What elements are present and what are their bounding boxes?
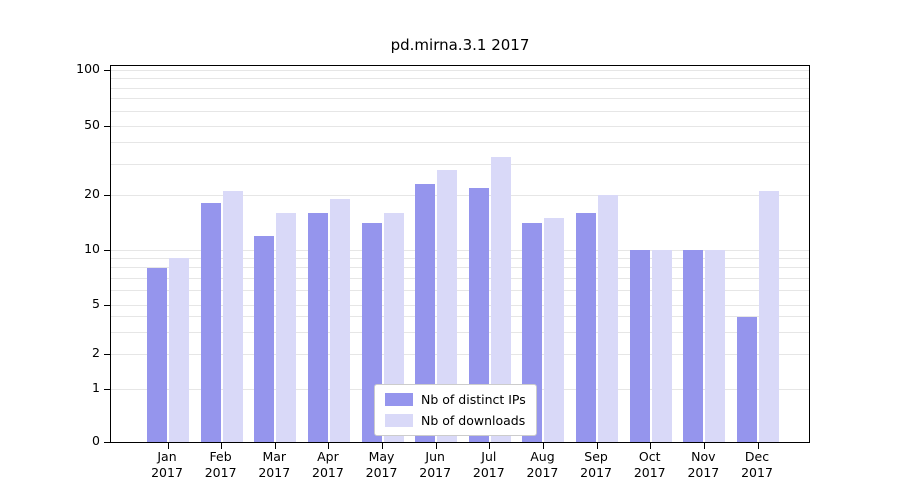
legend: Nb of distinct IPs Nb of downloads xyxy=(374,384,537,436)
x-axis-label: Feb 2017 xyxy=(204,449,237,480)
x-axis-tick xyxy=(757,443,759,449)
y-axis-tick xyxy=(104,69,110,71)
x-axis-label: Oct 2017 xyxy=(633,449,666,480)
y-axis-label: 20 xyxy=(84,186,100,201)
gridline xyxy=(111,78,809,80)
bar-distinct-ips xyxy=(307,212,328,442)
bar-distinct-ips xyxy=(415,184,436,442)
bar-downloads xyxy=(329,199,350,442)
x-axis-label: Sep 2017 xyxy=(580,449,612,480)
x-axis-tick xyxy=(274,443,276,449)
bar-distinct-ips xyxy=(254,235,275,442)
y-axis-tick xyxy=(104,441,110,443)
legend-item-distinct-ips: Nb of distinct IPs xyxy=(385,392,526,407)
gridline xyxy=(111,290,809,292)
bar-downloads xyxy=(276,212,297,442)
gridline xyxy=(111,277,809,279)
chart-title: pd.mirna.3.1 2017 xyxy=(390,36,530,54)
x-axis-tick xyxy=(167,443,169,449)
plot-area: Nb of distinct IPs Nb of downloads xyxy=(104,65,810,449)
y-axis-label: 5 xyxy=(92,296,100,311)
gridline xyxy=(111,125,809,127)
bar-downloads xyxy=(169,258,189,442)
x-axis-tick xyxy=(703,443,705,449)
bar-downloads xyxy=(598,195,619,442)
bar-distinct-ips xyxy=(576,212,597,442)
x-axis-tick xyxy=(650,443,652,449)
x-axis-label: Dec 2017 xyxy=(741,449,773,480)
bar-distinct-ips xyxy=(147,267,167,442)
y-axis-tick xyxy=(104,304,110,306)
gridline xyxy=(111,257,809,259)
x-axis-label: May 2017 xyxy=(365,449,398,480)
legend-item-downloads: Nb of downloads xyxy=(385,413,526,428)
legend-swatch-distinct-ips xyxy=(385,393,413,406)
bar-downloads xyxy=(490,157,511,442)
y-axis-tick xyxy=(104,125,110,127)
y-axis-label: 100 xyxy=(76,61,100,76)
gridline xyxy=(111,98,809,100)
x-axis-label: Mar 2017 xyxy=(258,449,291,480)
bar-distinct-ips xyxy=(683,250,704,442)
x-axis-tick xyxy=(596,443,598,449)
x-axis-tick xyxy=(382,443,384,449)
y-axis-label: 0 xyxy=(92,433,100,448)
y-axis-label: 2 xyxy=(92,345,100,360)
bar-downloads xyxy=(759,191,779,442)
gridline xyxy=(111,316,809,318)
y-axis-label: 10 xyxy=(84,241,100,256)
gridline xyxy=(111,194,809,196)
y-axis-tick xyxy=(104,249,110,251)
x-axis-label: Nov 2017 xyxy=(687,449,720,480)
y-axis-tick xyxy=(104,194,110,196)
bar-distinct-ips xyxy=(629,250,650,442)
bar-distinct-ips xyxy=(200,203,221,442)
x-axis-label: Jan 2017 xyxy=(151,449,183,480)
bar-downloads xyxy=(544,217,565,442)
x-axis-label: Aug 2017 xyxy=(526,449,559,480)
legend-label-distinct-ips: Nb of distinct IPs xyxy=(421,392,526,407)
x-axis-label: Apr 2017 xyxy=(312,449,344,480)
bar-downloads xyxy=(651,250,672,442)
gridline xyxy=(111,110,809,112)
gridline xyxy=(111,353,809,355)
bar-downloads xyxy=(437,169,458,442)
y-axis-label: 50 xyxy=(84,117,100,132)
legend-label-downloads: Nb of downloads xyxy=(421,413,526,428)
x-axis-tick xyxy=(489,443,491,449)
gridline xyxy=(111,249,809,251)
x-axis-tick xyxy=(435,443,437,449)
y-axis-tick xyxy=(104,353,110,355)
gridline xyxy=(111,267,809,269)
bar-downloads xyxy=(222,191,243,442)
x-axis-tick xyxy=(221,443,223,449)
x-axis-tick xyxy=(328,443,330,449)
x-axis-tick xyxy=(542,443,544,449)
legend-swatch-downloads xyxy=(385,414,413,427)
gridline xyxy=(111,87,809,89)
y-axis-label: 1 xyxy=(92,380,100,395)
gridline xyxy=(111,69,809,71)
gridline xyxy=(111,331,809,333)
y-axis-tick xyxy=(104,388,110,390)
bar-downloads xyxy=(705,250,726,442)
gridline xyxy=(111,163,809,165)
gridline xyxy=(111,142,809,144)
x-axis-label: Jul 2017 xyxy=(472,449,505,480)
bar-distinct-ips xyxy=(468,187,489,442)
bar-distinct-ips xyxy=(737,316,757,442)
x-axis-label: Jun 2017 xyxy=(419,449,452,480)
gridline xyxy=(111,304,809,306)
